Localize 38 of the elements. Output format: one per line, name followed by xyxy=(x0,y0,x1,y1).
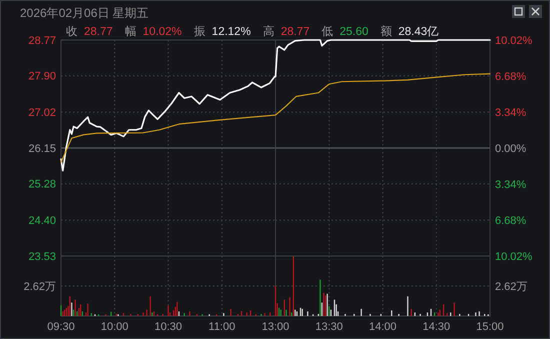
x-tick-label: 14:30 xyxy=(422,321,450,333)
text: 3.34% xyxy=(495,178,526,191)
text: 振 xyxy=(194,25,206,38)
text: 28.43亿 xyxy=(398,25,440,38)
y-tick-label: 28.77 xyxy=(28,34,56,47)
text: 10.02% xyxy=(142,26,182,38)
text: 幅 xyxy=(124,25,137,38)
text: 高 xyxy=(262,24,275,38)
text: 额 xyxy=(380,24,392,38)
text: 28.77 xyxy=(280,26,310,38)
text: 收 xyxy=(66,25,78,38)
text: 0.00% xyxy=(495,142,526,155)
chart-title: 2026年02月06日 星期五 xyxy=(20,6,149,20)
x-tick-label: 14:00 xyxy=(368,321,397,333)
x-tick-label: 09:30 xyxy=(47,321,75,333)
text: 25.60 xyxy=(340,26,368,38)
text: 10.02% xyxy=(495,34,532,47)
x-tick-label: 15:00 xyxy=(476,321,504,333)
y-tick-label: 24.40 xyxy=(28,214,56,227)
y-tick-label: 27.02 xyxy=(28,106,56,119)
y-tick-label: 2.62万 xyxy=(495,280,528,293)
y-tick-label: 25.28 xyxy=(28,178,56,191)
y-tick-label: 27.90 xyxy=(28,70,56,83)
text: 28.77 xyxy=(84,26,113,38)
text: 6.68% xyxy=(495,70,526,83)
text: 12.12% xyxy=(212,26,251,38)
text: 6.68% xyxy=(495,214,526,227)
y-tick-label: 26.15 xyxy=(28,142,56,155)
text: 10.02% xyxy=(495,250,532,263)
y-tick-label: 23.53 xyxy=(28,250,56,263)
x-tick-label: 10:00 xyxy=(100,321,128,333)
y-tick-label: 2.62万 xyxy=(24,280,56,293)
x-tick-label: 10:30 xyxy=(154,321,182,333)
x-tick-label: 13:30 xyxy=(315,321,343,333)
x-tick-label: 11:00 xyxy=(208,321,236,333)
text: 低 xyxy=(322,25,334,38)
text: 3.34% xyxy=(495,106,526,119)
x-tick-label: 13:00 xyxy=(262,321,290,333)
